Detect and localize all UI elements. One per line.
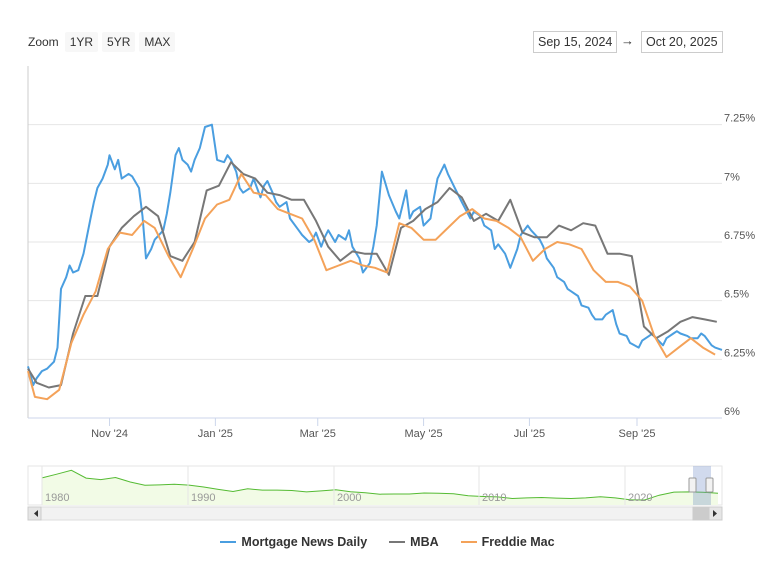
series-line-freddie-mac [27,172,716,401]
series-line-mortgage-news-daily [27,123,723,387]
y-tick-label: 6% [724,406,740,418]
x-tick-label: Mar '25 [300,428,336,440]
legend-swatch [220,541,237,543]
x-tick-label: Jan '25 [198,428,233,440]
navigator-year-label: 1980 [45,492,69,504]
navigator-handle-right [705,477,714,493]
range-to-input[interactable]: Oct 20, 2025 [641,31,723,53]
y-tick-label: 6.75% [724,230,755,242]
series-line-mba [27,161,717,389]
range-from-input[interactable]: Sep 15, 2024 [533,31,618,53]
chart-legend: Mortgage News Daily MBA Freddie Mac [0,535,775,549]
range-arrow-icon: → [621,33,634,48]
scrollbar-thumb [692,506,711,521]
navigator-mask [693,466,711,505]
x-axis: Nov '24 Jan '25 Mar '25 May '25 Jul '25 Sep '… [28,417,722,440]
navigator: 1980 1990 2000 2010 2020 [27,465,723,521]
zoom-toolbar: Zoom 1YR 5YR MAX [28,32,179,52]
series-lines [27,123,723,401]
y-tick-label: 7.25% [724,113,755,125]
navigator-year-label: 2020 [628,492,652,504]
legend-item-mba[interactable]: MBA [389,535,439,549]
navigator-year-label: 2010 [482,492,506,504]
navigator-handle-left [688,477,697,493]
x-tick-label: Jul '25 [514,428,545,440]
legend-label: Freddie Mac [481,535,555,549]
navigator-year-label: 1990 [191,492,215,504]
y-tick-label: 7% [724,171,740,183]
navigator-year-label: 2000 [337,492,361,504]
scroll-left-arrow-icon [34,510,38,517]
x-tick-label: Nov '24 [91,428,128,440]
legend-swatch [389,541,406,543]
y-axis-labels: 6% 6.25% 6.5% 6.75% 7% 7.25% [724,113,755,418]
legend-item-freddie[interactable]: Freddie Mac [460,535,555,549]
zoom-1yr-button[interactable]: 1YR [64,32,99,52]
x-tick-label: Sep '25 [619,428,656,440]
zoom-label: Zoom [28,35,59,49]
y-tick-label: 6.5% [724,289,749,301]
navigator-area [42,470,718,505]
y-tick-label: 6.25% [724,347,755,359]
legend-label: Mortgage News Daily [241,535,368,549]
zoom-5yr-button[interactable]: 5YR [102,32,136,52]
zoom-max-button[interactable]: MAX [139,32,176,52]
legend-item-mnd[interactable]: Mortgage News Daily [220,535,367,549]
navigator-line [41,469,719,501]
legend-swatch [460,541,477,543]
legend-label: MBA [410,535,439,549]
x-tick-label: May '25 [404,428,442,440]
scrollbar-track [27,506,723,521]
scroll-right-arrow-icon [713,510,717,517]
